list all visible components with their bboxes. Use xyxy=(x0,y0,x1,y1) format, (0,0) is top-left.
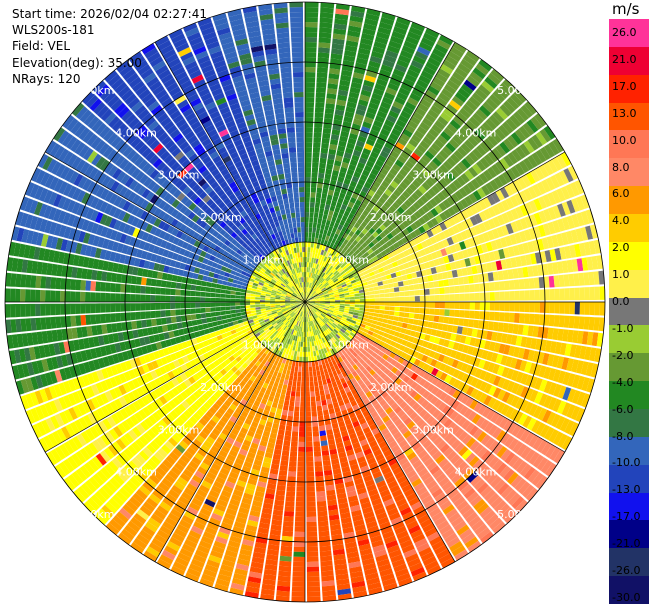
range-ring-label: 1.00km xyxy=(243,254,285,267)
range-ring-label: 1.00km xyxy=(243,338,285,351)
colorbar-segment xyxy=(609,548,649,577)
colorbar-segment xyxy=(609,269,649,299)
range-ring-label: 4.00km xyxy=(455,126,497,139)
colorbar-segment xyxy=(609,436,649,466)
colorbar-tick-label: 21.0 xyxy=(612,52,637,66)
start-time: Start time: 2026/02/04 02:27:41 xyxy=(12,7,207,21)
colorbar-tick-label: -2.0 xyxy=(612,348,634,362)
colorbar-segment xyxy=(609,214,649,243)
range-ring-label: 5.00km xyxy=(497,508,539,521)
range-ring-label: 2.00km xyxy=(200,211,242,224)
range-ring-label: 5.00km xyxy=(73,84,115,97)
colorbar-tick-label: -21.0 xyxy=(612,537,641,551)
colorbar-tick-label: 17.0 xyxy=(612,79,637,93)
elevation: Elevation(deg): 35.00 xyxy=(12,55,142,70)
colorbar-tick-label: 6.0 xyxy=(612,187,630,201)
colorbar-segment xyxy=(609,325,649,354)
colorbar-tick-label: 8.0 xyxy=(612,160,630,174)
colorbar-segment xyxy=(609,297,649,326)
azimuth-line xyxy=(45,151,306,303)
colorbar-segment xyxy=(609,102,649,131)
range-ring-label: 3.00km xyxy=(158,423,200,436)
azimuth-line xyxy=(154,42,306,303)
range-ring-label: 1.00km xyxy=(327,254,369,267)
colorbar-tick-label: 26.0 xyxy=(612,26,637,39)
azimuth-line xyxy=(304,301,565,453)
colorbar-tick-label: -13.0 xyxy=(612,483,641,497)
radar-ppi-plot: 1.00km 1.00km 1.00km 1.00km 2.00km 2.00km 2.00… xyxy=(4,1,606,603)
colorbar-tick-label: 2.0 xyxy=(612,241,630,255)
colorbar-tick-label: 13.0 xyxy=(612,106,637,120)
scan-info: Start time: 2026/02/04 02:27:41 WLS200s-… xyxy=(12,6,207,87)
range-ring-label: 3.00km xyxy=(412,169,454,182)
range-ring-label: 4.00km xyxy=(455,466,497,479)
colorbar-segment xyxy=(609,464,649,494)
colorbar-tick-label: -1.0 xyxy=(612,321,634,335)
range-ring-label: 2.00km xyxy=(370,211,412,224)
nrays: NRays: 120 xyxy=(12,71,81,86)
colorbar xyxy=(609,19,649,605)
colorbar-tick-label: -17.0 xyxy=(612,510,641,524)
colorbar-segment xyxy=(609,409,649,438)
range-ring-label: 1.00km xyxy=(327,338,369,351)
colorbar-unit: m/s xyxy=(612,0,640,18)
range-ring-label: 2.00km xyxy=(370,381,412,394)
range-ring-label: 5.00km xyxy=(497,84,539,97)
colorbar-segment xyxy=(609,241,649,271)
colorbar-segment xyxy=(609,74,649,104)
colorbar-segment xyxy=(609,492,649,521)
azimuth-line xyxy=(154,301,306,562)
colorbar-tick-label: -4.0 xyxy=(612,375,634,389)
azimuth-line xyxy=(304,151,565,303)
azimuth-line xyxy=(304,301,456,562)
colorbar-tick-label: -30.0 xyxy=(612,591,641,604)
colorbar-tick-label: 1.0 xyxy=(612,268,630,282)
field-name: Field: VEL xyxy=(12,39,71,54)
colorbar-tick-label: -10.0 xyxy=(612,456,641,470)
colorbar-tick-label: 10.0 xyxy=(612,133,637,147)
range-ring-label: 5.00km xyxy=(73,508,115,521)
colorbar-segment xyxy=(609,186,649,215)
azimuth-line xyxy=(45,301,306,453)
colorbar-tick-label: -8.0 xyxy=(612,429,634,443)
colorbar-segment xyxy=(609,130,649,159)
colorbar-segment xyxy=(609,576,649,605)
colorbar-tick-label: -26.0 xyxy=(612,564,641,578)
range-ring-label: 3.00km xyxy=(412,423,454,436)
range-ring-label: 2.00km xyxy=(200,381,242,394)
colorbar-segment xyxy=(609,520,649,549)
range-ring-label: 3.00km xyxy=(158,169,200,182)
colorbar-tick-label: 4.0 xyxy=(612,214,630,228)
colorbar-segment xyxy=(609,19,649,48)
colorbar-segment xyxy=(609,381,649,410)
colorbar-segment xyxy=(609,353,649,382)
range-ring-label: 4.00km xyxy=(115,126,157,139)
ppi-gates xyxy=(5,2,605,602)
colorbar-tick-label: -6.0 xyxy=(612,402,634,416)
colorbar-segment xyxy=(609,46,649,76)
colorbar-tick-label: 0.0 xyxy=(612,295,630,309)
range-ring-label: 4.00km xyxy=(115,466,157,479)
azimuth-line xyxy=(304,42,456,303)
colorbar-segment xyxy=(609,158,649,187)
instrument-name: WLS200s-181 xyxy=(12,23,95,38)
